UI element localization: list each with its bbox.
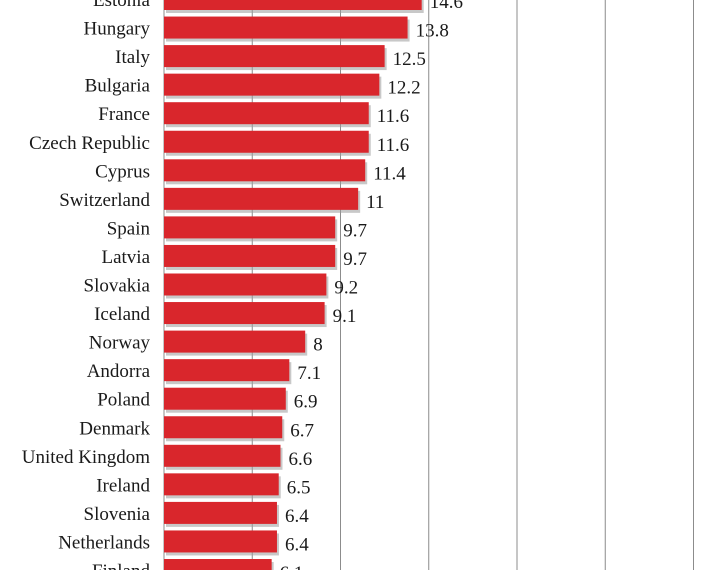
category-label: Norway <box>89 333 151 354</box>
category-label: Denmark <box>79 418 150 439</box>
value-label: 12.5 <box>393 49 426 70</box>
bar <box>164 216 336 239</box>
value-label: 11.6 <box>377 106 410 127</box>
category-label: Italy <box>115 47 150 68</box>
value-label: 12.2 <box>387 78 420 99</box>
category-label: Slovenia <box>84 504 151 525</box>
category-label: Cyprus <box>95 161 150 182</box>
value-label: 14.6 <box>430 0 463 13</box>
category-label: Andorra <box>87 361 151 382</box>
bar <box>164 473 279 496</box>
value-label: 6.4 <box>285 506 309 527</box>
value-label: 13.8 <box>416 21 449 42</box>
category-label: Slovakia <box>84 276 151 297</box>
category-label: Latvia <box>101 247 150 268</box>
bar <box>164 387 286 410</box>
category-labels: Estonia Hungary Italy Bulgaria France Czech R… <box>22 0 151 570</box>
bar <box>164 244 336 267</box>
value-label: 9.2 <box>334 278 358 299</box>
bar <box>164 102 369 125</box>
value-label: 6.7 <box>290 420 314 441</box>
category-label: Switzerland <box>59 190 150 211</box>
bar <box>164 130 369 153</box>
category-label: Estonia <box>93 0 151 11</box>
bar <box>164 45 385 68</box>
category-label: Iceland <box>94 304 150 325</box>
bar <box>164 187 359 210</box>
value-label: 9.1 <box>333 306 357 327</box>
category-label: United Kingdom <box>22 447 150 468</box>
category-label: France <box>98 104 150 125</box>
bar <box>164 273 327 296</box>
bar <box>164 0 422 10</box>
bar <box>164 159 366 182</box>
bar <box>164 530 277 553</box>
category-label: Spain <box>107 218 151 239</box>
value-label: 6.9 <box>294 392 318 413</box>
value-labels: 14.6 13.8 12.5 12.2 11.6 11.6 11.4 11 9.7 9.7 9.2 9… <box>280 0 463 570</box>
category-label: Hungary <box>84 19 151 40</box>
bar <box>164 559 272 570</box>
value-label: 7.1 <box>297 363 321 384</box>
bar <box>164 302 325 325</box>
category-label: Bulgaria <box>85 76 151 97</box>
value-label: 6.5 <box>287 477 311 498</box>
value-label: 6.4 <box>285 534 309 555</box>
value-label: 9.7 <box>343 220 367 241</box>
category-label: Finland <box>92 561 151 570</box>
category-label: Poland <box>97 390 150 411</box>
value-label: 8 <box>313 335 323 356</box>
value-label: 6.6 <box>288 449 312 470</box>
value-label: 11.6 <box>377 135 410 156</box>
value-label: 11.4 <box>373 163 406 184</box>
bar <box>164 444 281 467</box>
bar <box>164 73 380 96</box>
bar <box>164 330 306 353</box>
category-label: Czech Republic <box>29 133 150 154</box>
category-label: Netherlands <box>58 532 150 553</box>
value-label: 6.1 <box>280 563 304 570</box>
bar <box>164 359 290 382</box>
value-label: 9.7 <box>343 249 367 270</box>
bar <box>164 416 283 439</box>
bar <box>164 16 408 39</box>
bars <box>164 0 424 570</box>
bar <box>164 501 277 524</box>
category-label: Ireland <box>96 475 150 496</box>
value-label: 11 <box>366 192 384 213</box>
